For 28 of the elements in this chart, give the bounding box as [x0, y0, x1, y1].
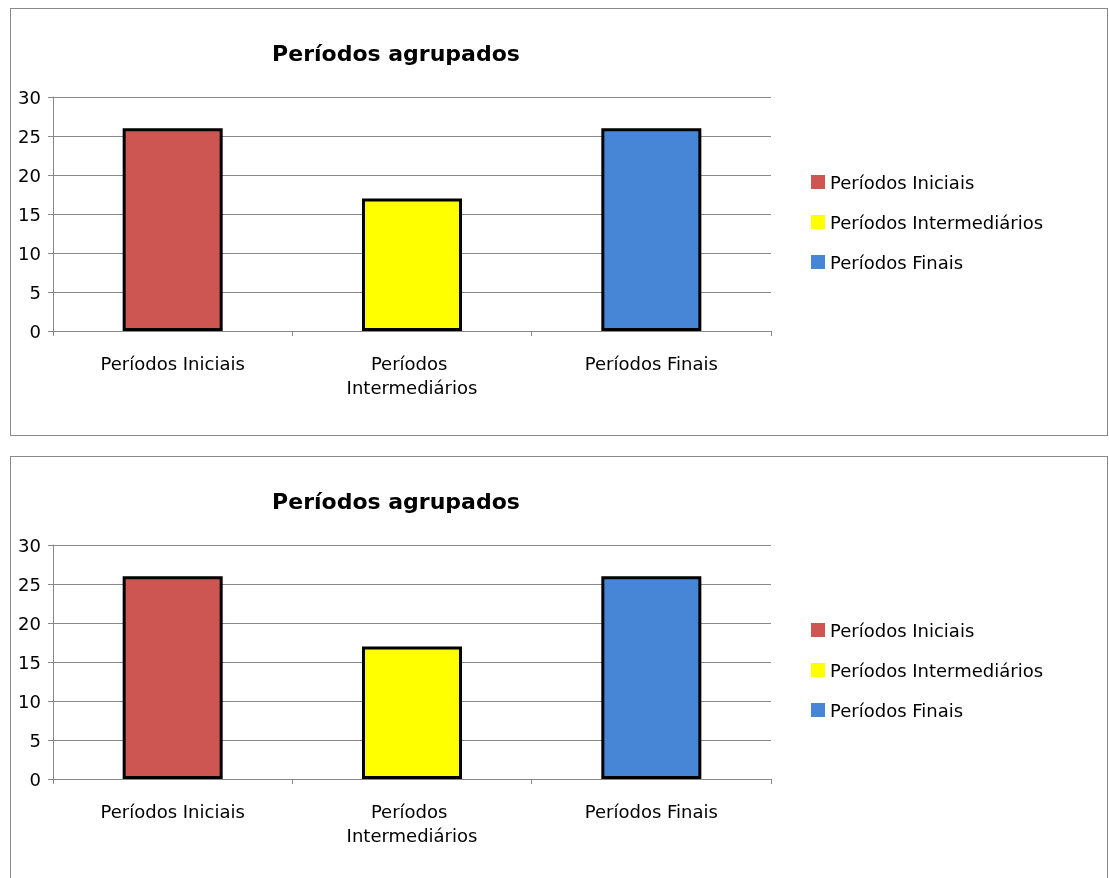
x-tick-label: Períodos Finais: [584, 800, 718, 822]
x-tick-label: Períodos Iniciais: [100, 800, 245, 822]
x-tick-label: Períodos Intermediários: [346, 800, 478, 846]
y-tick-label: 20: [18, 612, 41, 634]
y-tick-label: 25: [18, 573, 41, 595]
y-tick-label: 30: [18, 534, 41, 556]
y-tick-label: 0: [29, 768, 41, 790]
chart-title: Períodos agrupados: [272, 40, 520, 66]
x-tick-label: Períodos Finais: [584, 352, 718, 374]
y-tick-label: 30: [18, 86, 41, 108]
y-tick-label: 20: [18, 164, 41, 186]
legend-label: Períodos Intermediários: [830, 659, 1044, 681]
y-tick-label: 5: [29, 729, 41, 751]
y-tick-label: 10: [18, 690, 41, 712]
y-tick-label: 5: [29, 281, 41, 303]
chart-title: Períodos agrupados: [272, 488, 520, 514]
y-tick-label: 0: [29, 320, 41, 342]
y-tick-label: 25: [18, 125, 41, 147]
y-tick-label: 15: [18, 203, 41, 225]
legend-label: Períodos Finais: [830, 699, 964, 721]
x-tick-label: Períodos Iniciais: [100, 352, 245, 374]
legend-label: Períodos Iniciais: [830, 619, 975, 641]
legend-label: Períodos Intermediários: [830, 211, 1044, 233]
legend-label: Períodos Iniciais: [830, 171, 975, 193]
x-tick-label: Períodos Intermediários: [346, 352, 478, 398]
y-tick-label: 10: [18, 242, 41, 264]
legend-label: Períodos Finais: [830, 251, 964, 273]
y-tick-label: 15: [18, 651, 41, 673]
